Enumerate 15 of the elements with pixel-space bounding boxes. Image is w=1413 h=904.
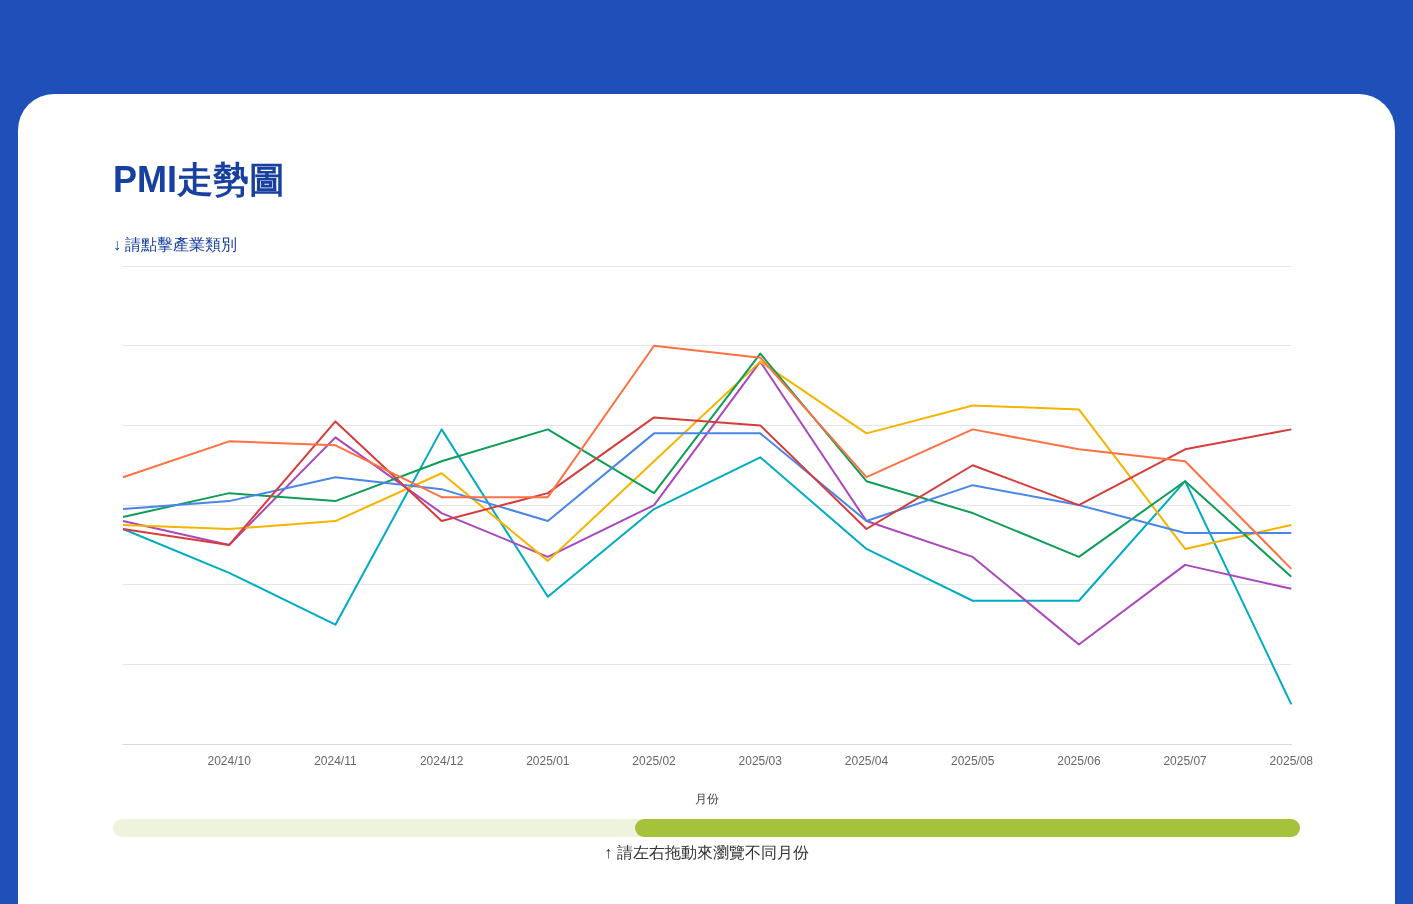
text: ↑ 請左右拖動來瀏覽不同月份 xyxy=(603,843,810,863)
chart-subtitle: ↓ 請點擊產業類別 xyxy=(113,235,239,255)
x-tick-label: 2025/06 xyxy=(1057,753,1101,768)
chart-title: PMI走勢圖 xyxy=(113,158,286,202)
x-tick-label: 2024/10 xyxy=(207,753,252,768)
x-tick-label: 2024/11 xyxy=(314,753,357,768)
x-tick-label: 2024/12 xyxy=(419,753,464,768)
x-tick-label: 2025/04 xyxy=(844,753,889,768)
x-tick-label: 2025/03 xyxy=(738,753,783,768)
x-tick-label: 2025/07 xyxy=(1163,753,1208,768)
x-axis-title: 月份 xyxy=(695,792,720,807)
x-tick-label: 2025/08 xyxy=(1269,753,1314,768)
x-tick-label: 2025/02 xyxy=(632,753,677,768)
x-tick-label: 2025/01 xyxy=(526,753,570,768)
x-tick-label: 2025/05 xyxy=(950,753,995,768)
